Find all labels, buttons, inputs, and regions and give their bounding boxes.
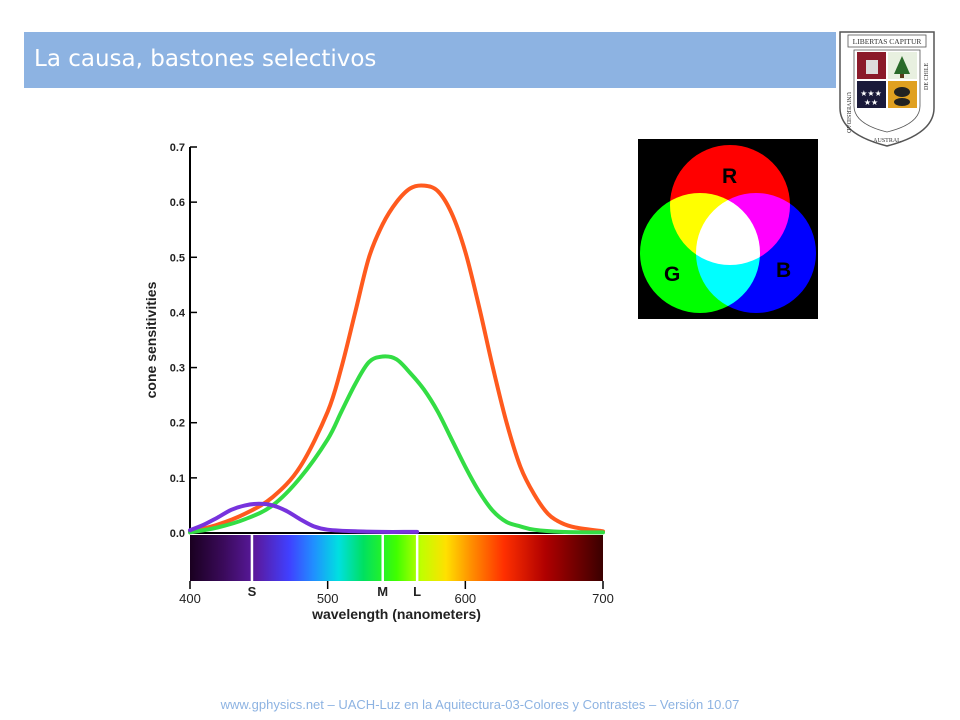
cone-sensitivity-chart: 0.0 0.1 0.2 0.3 0.4 0.5 0.6 0.7 400 500 600 700 S M Lw… [143, 142, 614, 622]
y-tick-label: 0.6 [170, 197, 185, 209]
x-tick-label: 600 [454, 591, 476, 606]
title-bar: La causa, bastones selectivos [24, 32, 836, 88]
slide-title: La causa, bastones selectivos [34, 46, 377, 72]
label-g: G [664, 263, 680, 286]
y-tick-label: 0.1 [170, 473, 185, 485]
y-tick-label: 0.7 [170, 142, 185, 154]
short-cone-curve [188, 501, 420, 534]
svg-text:★★: ★★ [864, 98, 878, 107]
y-tick-label: 0.3 [170, 363, 185, 375]
y-tick-label: 0.2 [170, 418, 185, 430]
long-cone-curve [188, 183, 605, 534]
y-axis-label: cone sensitivities [143, 281, 159, 398]
x-tick-label: 700 [592, 591, 614, 606]
label-r: R [722, 165, 737, 188]
slide-footer: www.gphysics.net – UACH-Luz en la Aquite… [220, 697, 740, 712]
x-tick-label: 500 [317, 591, 339, 606]
svg-text:★★★: ★★★ [860, 89, 882, 98]
marker-label-s: S [248, 584, 257, 599]
logo-ring-bottom: AUSTRAL [873, 138, 901, 144]
y-tick-label: 0.5 [170, 252, 185, 264]
y-tick-label: 0.4 [170, 307, 186, 319]
label-b: B [776, 259, 791, 282]
y-tick-label: 0.0 [170, 528, 185, 540]
logo-ring-right: DE CHILE [924, 63, 930, 90]
university-logo: LIBERTAS CAPITUR ★★★ ★★ UNIVERSIDAD AUST… [839, 31, 935, 147]
logo-banner: LIBERTAS CAPITUR [853, 37, 922, 46]
marker-label-l: L [413, 584, 421, 599]
logo-ring-left: UNIVERSIDAD [845, 92, 851, 134]
marker-label-m: M [377, 584, 388, 599]
x-tick-label: 400 [179, 591, 201, 606]
x-axis-label: wavelength (nanometers) [311, 606, 481, 622]
spectrum-bar [190, 535, 603, 581]
rgb-additive-diagram: R G B [638, 139, 818, 319]
blue-circle [696, 193, 816, 313]
medium-cone-curve [188, 354, 605, 535]
